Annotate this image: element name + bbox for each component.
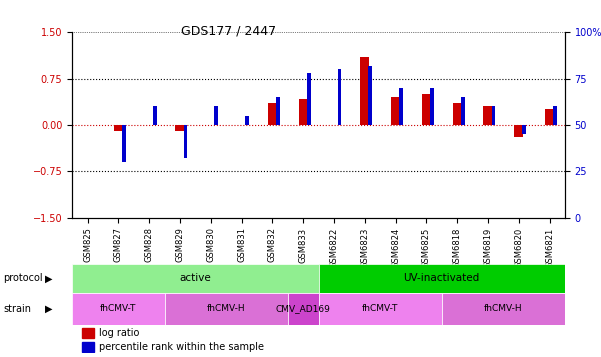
Bar (514, 125, 523, 137)
FancyBboxPatch shape (165, 293, 288, 325)
Text: fhCMV-T: fhCMV-T (100, 304, 136, 313)
Text: active: active (180, 273, 211, 283)
Bar (215, 106, 218, 125)
Text: protocol: protocol (3, 273, 43, 283)
Bar (492, 106, 495, 125)
Text: fhCMV-T: fhCMV-T (362, 304, 398, 313)
Bar (338, 69, 341, 125)
Bar (153, 106, 156, 125)
Bar (276, 97, 279, 125)
Bar (299, 99, 308, 125)
Text: CMV_AD169: CMV_AD169 (276, 304, 331, 313)
FancyBboxPatch shape (72, 293, 165, 325)
Bar (122, 125, 126, 162)
Text: fhCMV-H: fhCMV-H (207, 304, 245, 313)
Bar (82, 342, 94, 352)
Text: ▶: ▶ (45, 273, 52, 283)
Bar (245, 116, 249, 125)
FancyBboxPatch shape (319, 293, 442, 325)
Bar (422, 94, 431, 125)
FancyBboxPatch shape (442, 293, 565, 325)
Text: ▶: ▶ (45, 304, 52, 314)
Text: GDS177 / 2447: GDS177 / 2447 (181, 25, 276, 38)
Bar (267, 103, 277, 125)
Text: percentile rank within the sample: percentile rank within the sample (99, 342, 264, 352)
Text: UV-inactivated: UV-inactivated (404, 273, 480, 283)
Bar (430, 88, 434, 125)
Bar (360, 57, 370, 125)
Text: strain: strain (3, 304, 31, 314)
Bar (554, 106, 557, 125)
Bar (184, 125, 188, 159)
Bar (82, 328, 94, 338)
FancyBboxPatch shape (288, 293, 319, 325)
Bar (307, 73, 311, 125)
Bar (545, 110, 554, 125)
Bar (461, 97, 465, 125)
Text: fhCMV-H: fhCMV-H (484, 304, 523, 313)
Bar (368, 66, 372, 125)
Text: log ratio: log ratio (99, 328, 139, 338)
Bar (522, 125, 526, 134)
Bar (175, 125, 185, 131)
Bar (483, 106, 493, 125)
FancyBboxPatch shape (72, 264, 319, 293)
Bar (114, 125, 123, 131)
Bar (453, 103, 462, 125)
Bar (399, 88, 403, 125)
Bar (391, 97, 400, 125)
FancyBboxPatch shape (319, 264, 565, 293)
